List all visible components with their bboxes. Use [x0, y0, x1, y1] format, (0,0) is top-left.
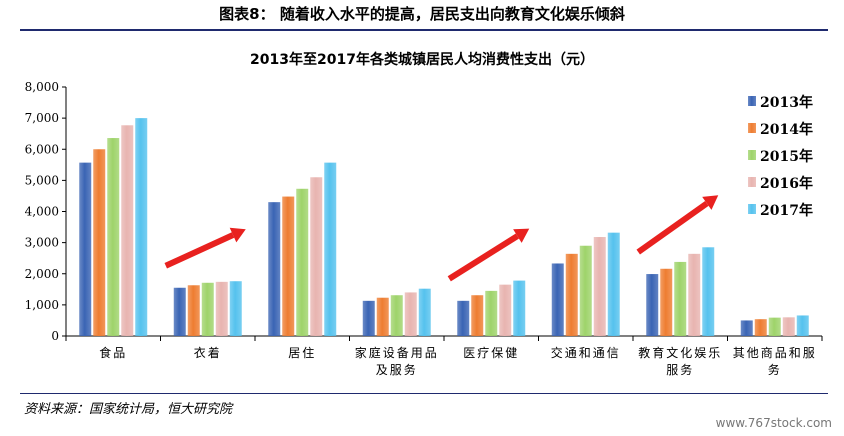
y-tick-label: 6,000: [25, 142, 59, 156]
bar-2016年-交通和通信: [593, 237, 606, 336]
footer-rule: [20, 393, 828, 394]
legend-swatch-2016年: [748, 177, 756, 187]
bar-2015年-食品: [107, 138, 120, 336]
y-tick-label: 1,000: [25, 298, 59, 312]
bar-2013年-医疗保健: [457, 300, 470, 336]
x-tick-label: 其他商品和服: [733, 345, 817, 360]
bar-2015年-衣着: [201, 282, 214, 336]
bar-2013年-食品: [79, 162, 92, 336]
bar-2017年-交通和通信: [607, 232, 620, 336]
bar-2014年-其他商品和服务: [754, 319, 767, 336]
bar-2013年-衣着: [173, 287, 186, 336]
bar-2017年-衣着: [229, 281, 242, 336]
x-tick-label: 教育文化娱乐: [638, 345, 722, 360]
x-tick-label: 及服务: [376, 362, 418, 377]
bar-2014年-居住: [282, 196, 295, 336]
watermark: www.767stock.com: [715, 416, 832, 430]
legend-label: 2014年: [760, 121, 813, 138]
x-tick-label: 食品: [99, 345, 127, 360]
y-tick-label: 4,000: [25, 205, 59, 219]
bar-2013年-教育文化娱乐服务: [646, 274, 659, 336]
y-tick-label: 3,000: [25, 236, 59, 250]
bar-2015年-教育文化娱乐服务: [674, 261, 687, 336]
bar-2015年-家庭设备用品及服务: [390, 295, 403, 336]
bar-2014年-交通和通信: [565, 253, 578, 336]
trend-arrow-head: [513, 228, 530, 243]
bar-2014年-食品: [93, 149, 106, 336]
bar-chart: 2013年至2017年各类城镇居民人均消费性支出（元） 0 1,000 2,000 3,…: [25, 51, 823, 377]
legend-label: 2017年: [760, 202, 813, 219]
bar-2017年-教育文化娱乐服务: [702, 247, 715, 336]
trend-arrow-shaft: [447, 233, 519, 282]
x-tick-label: 医疗保健: [463, 346, 519, 360]
bar-2017年-家庭设备用品及服务: [418, 288, 431, 336]
chart-title: 2013年至2017年各类城镇居民人均消费性支出（元）: [250, 51, 594, 68]
legend-label: 2013年: [760, 94, 813, 111]
bar-2017年-食品: [135, 118, 148, 336]
legend-swatch-2013年: [748, 96, 756, 106]
x-tick-label: 居住: [288, 346, 316, 360]
bar-2016年-食品: [121, 125, 134, 336]
bar-2014年-衣着: [187, 285, 200, 336]
trend-arrow-shaft: [164, 232, 235, 269]
title-rule: [20, 29, 828, 31]
trend-arrow-head: [229, 227, 246, 243]
bar-2015年-医疗保健: [485, 290, 498, 336]
bar-2017年-居住: [324, 162, 337, 336]
x-tick-label: 交通和通信: [551, 345, 621, 360]
y-tick-label: 5,000: [25, 173, 59, 187]
bar-2013年-家庭设备用品及服务: [362, 300, 375, 336]
bar-2016年-家庭设备用品及服务: [404, 292, 417, 336]
legend-swatch-2015年: [748, 150, 756, 160]
bar-2013年-居住: [268, 202, 281, 336]
bar-2014年-教育文化娱乐服务: [660, 268, 673, 336]
bar-2016年-医疗保健: [499, 284, 512, 336]
bar-2016年-其他商品和服务: [782, 317, 795, 336]
bar-2017年-医疗保健: [513, 280, 526, 336]
bar-2016年-居住: [310, 177, 323, 336]
bar-2015年-其他商品和服务: [768, 317, 781, 336]
bar-2014年-医疗保健: [471, 295, 484, 336]
y-tick-label: 8,000: [25, 80, 59, 94]
bar-2015年-居住: [296, 188, 309, 336]
bar-2017年-其他商品和服务: [796, 315, 809, 336]
x-tick-label: 家庭设备用品: [355, 345, 439, 360]
figure-title: 图表8： 随着收入水平的提高，居民支出向教育文化娱乐倾斜: [219, 5, 625, 23]
bar-2015年-交通和通信: [579, 245, 592, 336]
y-tick-label: 2,000: [25, 267, 59, 281]
x-tick-label: 务: [768, 362, 782, 377]
bar-2013年-其他商品和服务: [740, 320, 753, 336]
legend-label: 2016年: [760, 175, 813, 192]
y-tick-label: 7,000: [25, 111, 59, 125]
x-tick-label: 服务: [666, 362, 694, 377]
source-note: 资料来源：国家统计局，恒大研究院: [24, 402, 233, 417]
bar-2014年-家庭设备用品及服务: [376, 297, 389, 336]
y-tick-label: 0: [51, 329, 59, 343]
legend-swatch-2017年: [748, 204, 756, 214]
bar-2016年-衣着: [215, 281, 228, 336]
trend-arrow-head: [702, 195, 719, 210]
trend-arrow-shaft: [636, 200, 709, 255]
legend-swatch-2014年: [748, 123, 756, 133]
bar-2016年-教育文化娱乐服务: [688, 253, 701, 336]
x-tick-label: 衣着: [194, 345, 222, 360]
legend-label: 2015年: [760, 148, 813, 165]
bar-2013年-交通和通信: [551, 263, 564, 336]
